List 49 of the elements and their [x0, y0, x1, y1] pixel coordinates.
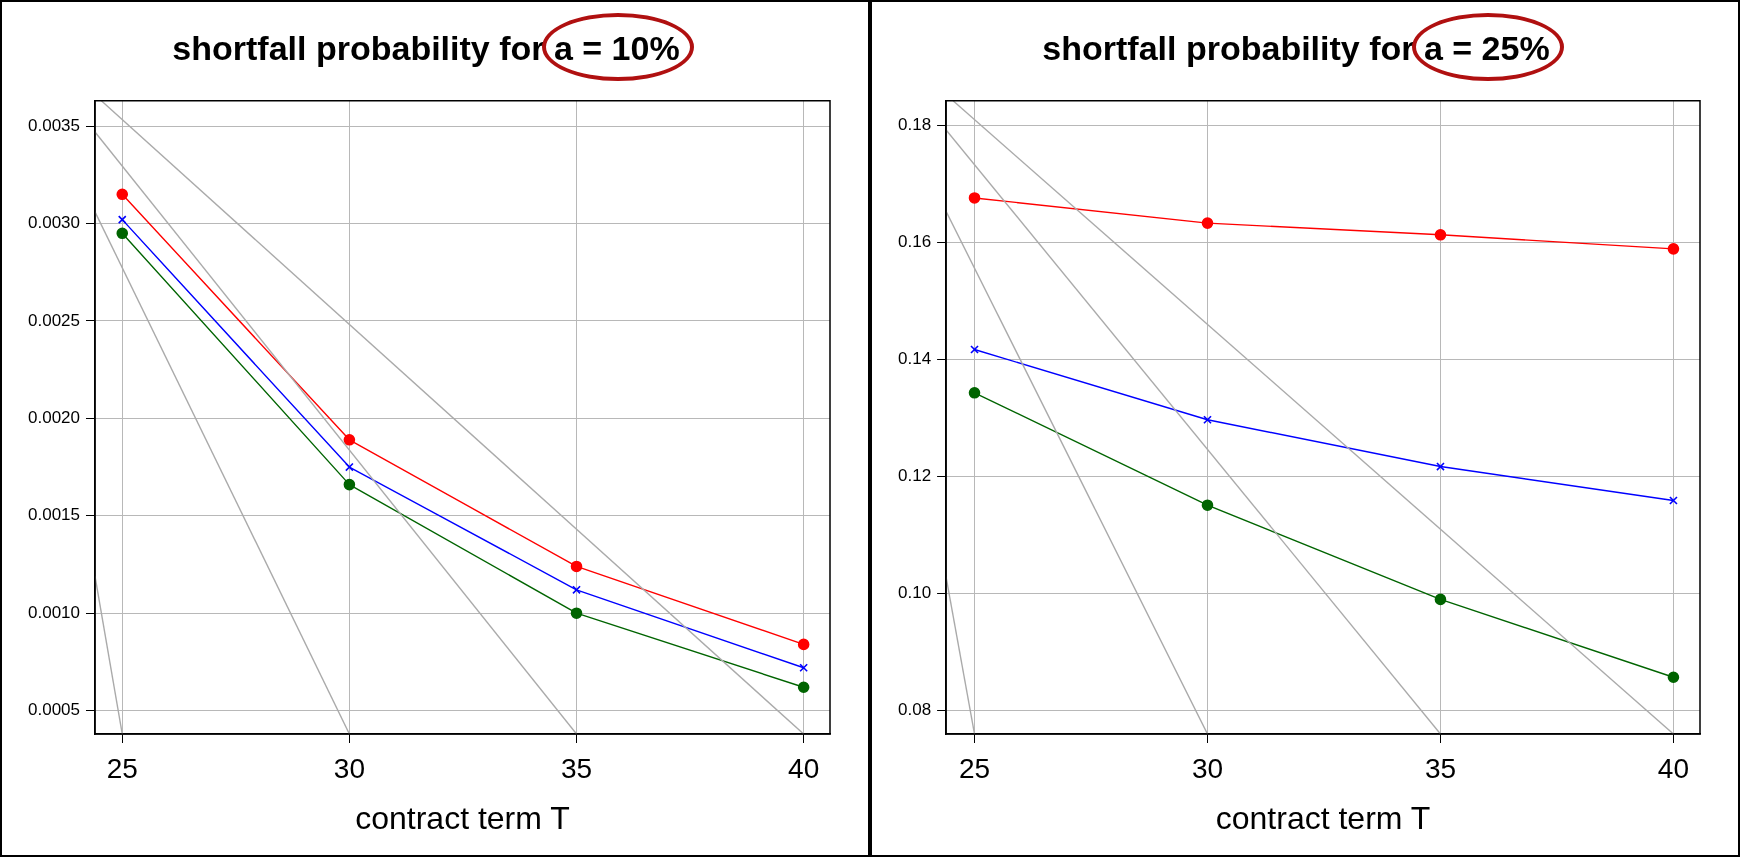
point	[572, 585, 581, 595]
x-tick-label: 25	[106, 752, 138, 784]
y-tick-label: 0.0035	[28, 115, 80, 135]
x-tick-label: 40	[788, 752, 820, 784]
point	[1203, 415, 1212, 425]
point	[1434, 593, 1447, 606]
point	[116, 188, 129, 201]
x-tick-label: 30	[333, 752, 365, 784]
y-tick-label: 0.0025	[28, 310, 80, 330]
y-tick-label: 0.08	[897, 700, 932, 720]
x-tick-label: 40	[1657, 752, 1690, 784]
point	[1201, 217, 1214, 229]
y-tick-label: 0.12	[897, 466, 932, 486]
y-tick-label: 0.16	[897, 232, 932, 252]
point	[1667, 671, 1680, 684]
point	[1669, 496, 1678, 505]
point	[1667, 243, 1680, 255]
x-tick-label: 35	[560, 752, 593, 784]
point	[970, 345, 979, 354]
point	[799, 663, 808, 673]
point	[570, 560, 583, 573]
point	[117, 215, 127, 224]
point	[343, 434, 356, 446]
y-tick-label: 0.0010	[28, 602, 80, 622]
x-tick-label: 35	[1424, 752, 1457, 784]
point	[116, 227, 129, 240]
chart-title: shortfall probability for a = 10%	[172, 28, 680, 67]
point	[968, 192, 981, 204]
point	[797, 681, 810, 694]
point	[1436, 462, 1445, 471]
x-tick-label: 30	[1191, 752, 1224, 784]
point	[1434, 229, 1447, 241]
point	[797, 638, 810, 651]
x-axis-title: contract term T	[1215, 799, 1431, 836]
y-tick-label: 0.0015	[28, 505, 80, 525]
chart-title: shortfall probability for a = 25%	[1042, 28, 1550, 67]
x-axis-title: contract term T	[355, 799, 570, 836]
y-tick-label: 0.0005	[28, 700, 80, 720]
y-tick-label: 0.18	[897, 115, 932, 135]
y-tick-label: 0.10	[897, 583, 932, 603]
y-tick-label: 0.14	[897, 349, 932, 369]
point	[570, 607, 583, 620]
point	[343, 478, 356, 491]
y-tick-label: 0.0030	[28, 213, 80, 233]
point	[968, 387, 981, 399]
point	[345, 462, 354, 472]
point	[1201, 499, 1214, 511]
y-tick-label: 0.0020	[28, 408, 80, 428]
x-tick-label: 25	[958, 752, 991, 784]
